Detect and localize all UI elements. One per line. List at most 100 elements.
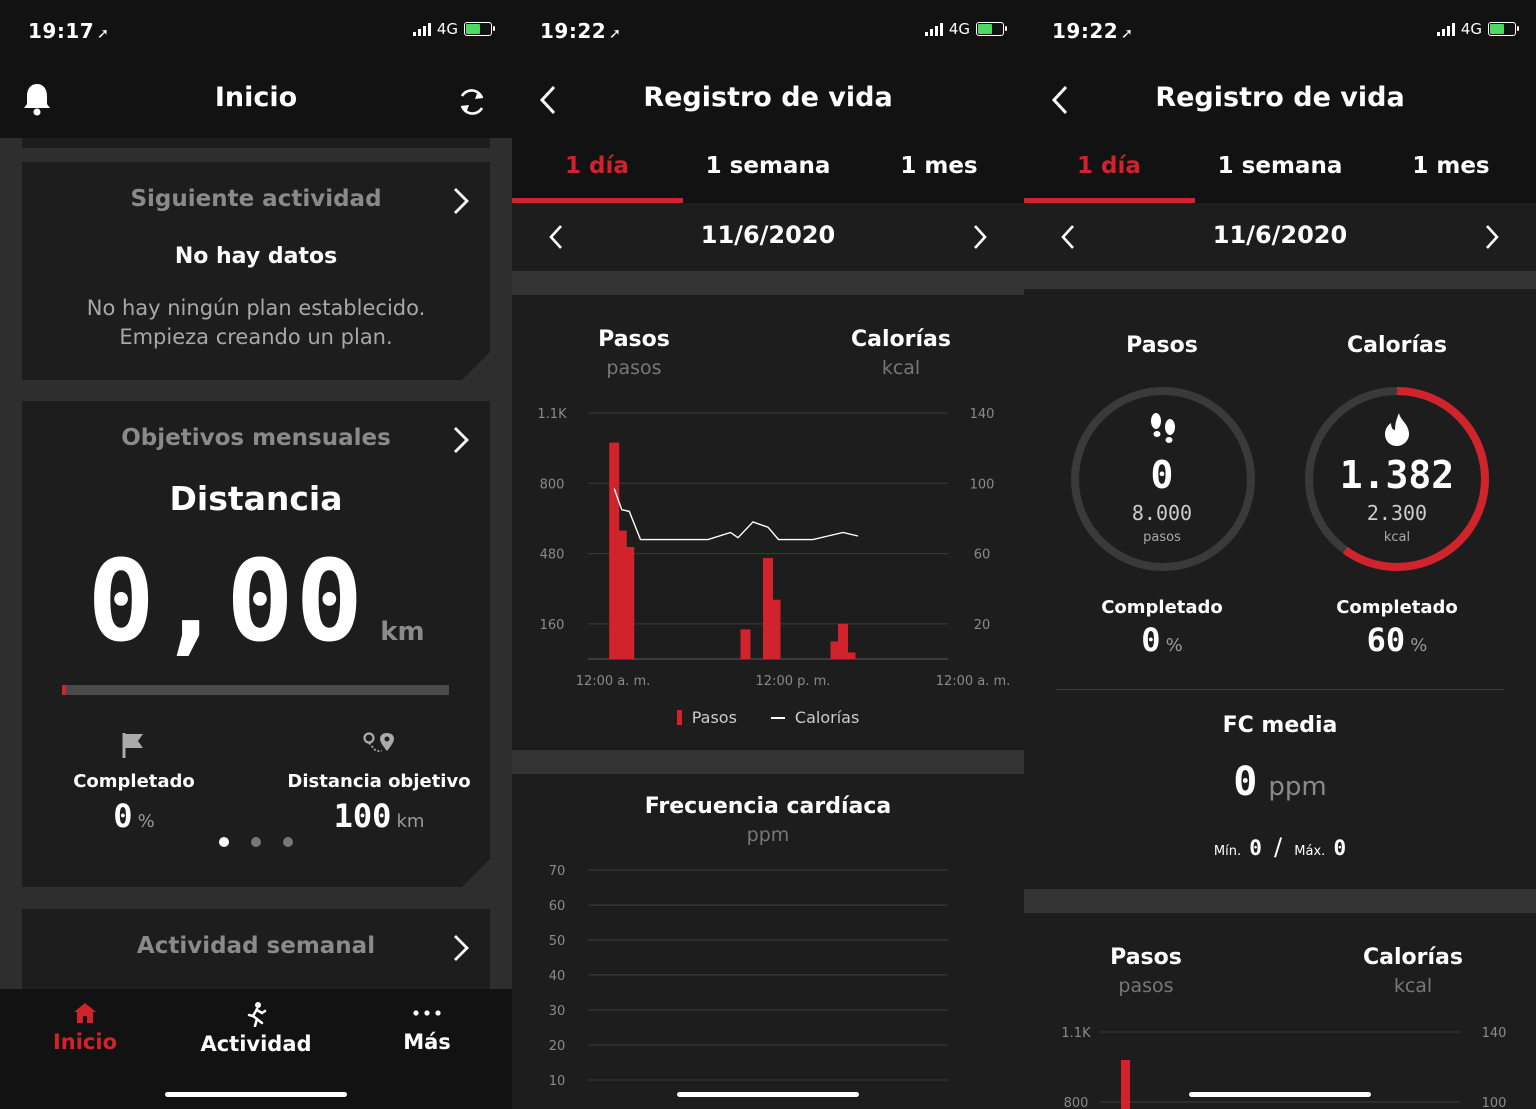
- target-readout: 100 km: [284, 797, 474, 835]
- page-dot[interactable]: [283, 837, 293, 847]
- tab-actividad[interactable]: Actividad: [171, 1001, 341, 1056]
- run-icon: [247, 1002, 267, 1028]
- route-pin-icon: [362, 731, 396, 757]
- chevron-right-icon[interactable]: [452, 933, 470, 963]
- fc-unit: ppm: [1268, 772, 1327, 802]
- active-tab-underline: [1024, 198, 1195, 203]
- tab-1-dia[interactable]: 1 día: [1077, 153, 1141, 179]
- period-tabs: 1 día 1 semana 1 mes: [1024, 138, 1536, 203]
- page-dot-active[interactable]: [219, 837, 229, 847]
- completed-label: Completado: [73, 771, 195, 792]
- tab-label: Inicio: [52, 1030, 118, 1054]
- bell-icon[interactable]: [22, 82, 52, 116]
- steps-bar: [770, 599, 781, 659]
- next-date-icon[interactable]: [1484, 223, 1500, 251]
- tab-inicio[interactable]: Inicio: [0, 1001, 170, 1054]
- fc-value: 0: [1233, 759, 1258, 805]
- flag-icon: [121, 731, 147, 759]
- steps-completed-value: 0: [1141, 621, 1161, 659]
- legend-calories: Calorías: [770, 708, 859, 727]
- flame-icon: [1385, 413, 1409, 446]
- more-icon: [413, 1010, 441, 1016]
- x-tick: 12:00 a. m.: [936, 674, 1011, 689]
- fc-min-value: 0: [1249, 836, 1262, 860]
- target-value: 100: [333, 797, 392, 835]
- tab-label: Actividad: [200, 1032, 312, 1056]
- calories-chart-unit: kcal: [1393, 975, 1433, 997]
- tab-1-mes[interactable]: 1 mes: [1412, 153, 1490, 179]
- card-top-remnant: [22, 138, 490, 148]
- fc-min-max: Mín. 0 / Máx. 0: [1024, 833, 1536, 861]
- period-tabs: 1 día 1 semana 1 mes: [512, 138, 1024, 203]
- steps-bar: [830, 641, 841, 659]
- card-title: Siguiente actividad: [130, 186, 382, 212]
- fc-title: FC media: [1222, 713, 1338, 738]
- distance-value: 0,00: [87, 537, 366, 667]
- steps-completed-unit: %: [1165, 635, 1183, 656]
- next-activity-card[interactable]: Siguiente actividad No hay datos No hay …: [22, 162, 490, 380]
- status-bar: 19:22 ➚ 4G: [1024, 0, 1536, 60]
- no-data-text: No hay datos: [174, 244, 338, 269]
- battery-icon: [464, 22, 495, 36]
- back-chevron-icon[interactable]: [1050, 84, 1070, 116]
- tab-1-semana[interactable]: 1 semana: [705, 153, 831, 179]
- calories-completed-label: Completado: [1336, 597, 1458, 618]
- calories-value: 1.382: [1339, 453, 1455, 497]
- signal-icon: [1436, 22, 1455, 36]
- calories-chart-title: Calorías: [1363, 945, 1463, 970]
- monthly-goals-card[interactable]: Objetivos mensuales Distancia 0,00 km Co…: [22, 401, 490, 887]
- section-separator: [512, 271, 1024, 295]
- x-tick: 12:00 p. m.: [756, 674, 831, 689]
- back-chevron-icon[interactable]: [538, 84, 558, 116]
- prev-date-icon[interactable]: [548, 223, 564, 251]
- target-unit: km: [396, 811, 425, 832]
- chevron-right-icon[interactable]: [452, 186, 470, 216]
- y-tick: 20: [549, 1039, 566, 1054]
- daily-summary-panel: Pasos Calorías 0 8.000 pasos 1.382 2.300…: [1024, 289, 1536, 889]
- section-separator: [1024, 889, 1536, 913]
- date-navigator: 11/6/2020: [512, 203, 1024, 271]
- calories-progress-ring: [1305, 387, 1489, 571]
- distance-progress-fill: [62, 685, 66, 695]
- nav-bar: Inicio: [0, 60, 512, 138]
- fc-separator: /: [1274, 833, 1283, 861]
- page-title: Registro de vida: [643, 82, 893, 113]
- y-right-tick: 20: [974, 618, 991, 633]
- chevron-right-icon[interactable]: [452, 425, 470, 455]
- section-separator: [512, 750, 1024, 774]
- sync-icon[interactable]: [456, 86, 488, 118]
- steps-completed-readout: 0 %: [1082, 621, 1242, 659]
- steps-chart-title: Pasos: [1110, 945, 1182, 970]
- heart-rate-panel: Frecuencia cardíaca ppm 70 60 50 40 30 20 10: [512, 774, 1024, 1109]
- status-time: 19:22 ➚: [1052, 19, 1134, 43]
- status-time: 19:17 ➚: [28, 19, 110, 43]
- steps-progress-ring: [1071, 387, 1255, 571]
- heart-rate-chart: 70 60 50 40 30 20 10: [549, 864, 948, 1089]
- fc-readout: 0 ppm: [1024, 759, 1536, 805]
- y-right-tick: 140: [970, 407, 995, 422]
- network-label: 4G: [948, 20, 970, 38]
- tab-mas[interactable]: Más: [342, 1001, 512, 1054]
- distance-readout: 0,00 km: [22, 537, 490, 667]
- next-date-icon[interactable]: [972, 223, 988, 251]
- y-tick: 10: [549, 1074, 566, 1089]
- steps-calories-chart-preview: 1.1K 800 140 100: [1061, 1026, 1506, 1109]
- section-separator: [1024, 271, 1536, 289]
- tab-1-mes[interactable]: 1 mes: [900, 153, 978, 179]
- tab-1-semana[interactable]: 1 semana: [1217, 153, 1343, 179]
- calories-unit: kcal: [1383, 530, 1411, 545]
- calories-chart-title: Calorías: [851, 327, 951, 352]
- home-indicator: [165, 1092, 347, 1097]
- screen-registro-chart: 19:22 ➚ 4G Registro de vida 1 día 1 seman…: [512, 0, 1024, 1109]
- steps-chart-unit: pasos: [1118, 975, 1174, 997]
- tab-1-dia[interactable]: 1 día: [565, 153, 629, 179]
- steps-unit: pasos: [1143, 530, 1181, 545]
- page-dot[interactable]: [251, 837, 261, 847]
- calories-line: [613, 488, 859, 541]
- page-title: Registro de vida: [1155, 82, 1405, 113]
- fc-max-label: Máx.: [1294, 844, 1326, 859]
- prev-date-icon[interactable]: [1060, 223, 1076, 251]
- page-indicator[interactable]: [22, 837, 490, 847]
- steps-chart-title: Pasos: [598, 327, 670, 352]
- nav-bar: Registro de vida: [1024, 60, 1536, 138]
